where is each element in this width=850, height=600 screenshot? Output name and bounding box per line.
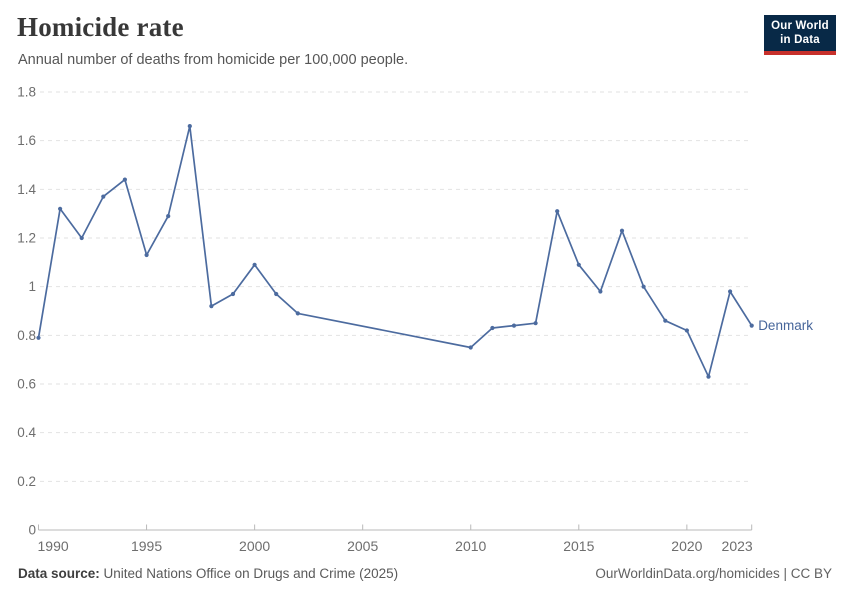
y-axis-tick-label: 0.8 [17,328,36,343]
data-point-2023[interactable] [749,323,754,328]
data-point-2012[interactable] [511,323,517,328]
x-axis-tick-label: 1995 [131,538,162,554]
data-point-2019[interactable] [663,318,668,323]
x-axis-tick-label: 2005 [347,538,378,554]
y-axis-tick-label: 1 [28,279,36,294]
data-point-2021[interactable] [706,374,711,379]
y-axis-tick-label: 1.4 [17,182,36,197]
data-source-line[interactable]: Data source: United Nations Office on Dr… [18,566,398,581]
data-point-1993[interactable] [101,194,106,199]
owid-logo[interactable]: Our World in Data [764,15,836,55]
data-point-1995[interactable] [144,252,149,258]
y-axis-tick-label: 1.6 [17,133,36,148]
x-axis-tick-label: 2015 [563,538,594,554]
x-axis-tick-label: 2023 [722,538,753,554]
x-axis-tick-label: 2010 [455,538,486,554]
data-source-text: United Nations Office on Drugs and Crime… [99,566,399,581]
data-point-2014[interactable] [555,209,560,214]
series-end-label-denmark[interactable]: Denmark [758,318,813,333]
data-point-1997[interactable] [187,124,192,129]
data-point-2002[interactable] [295,311,300,316]
data-point-1991[interactable] [58,206,63,211]
y-axis-tick-label: 0.2 [17,474,36,489]
data-point-1990[interactable] [36,335,41,340]
data-point-1996[interactable] [166,214,171,219]
data-point-1999[interactable] [230,291,236,297]
y-axis-tick-label: 1.2 [17,231,36,246]
page-title: Homicide rate [17,12,184,42]
data-point-2015[interactable] [576,262,581,267]
chart-footer: Data source: United Nations Office on Dr… [18,566,832,581]
data-point-1992[interactable] [79,235,84,241]
y-axis-tick-label: 1.8 [17,85,36,100]
y-axis-tick-label: 0.6 [17,377,36,392]
data-point-2017[interactable] [619,228,625,233]
owid-logo-line1: Our World [771,20,829,32]
data-point-2018[interactable] [641,284,646,289]
footer-citation-link[interactable]: OurWorldinData.org/homicides | CC BY [595,566,832,581]
x-axis-tick-label: 1990 [38,538,69,554]
x-axis-tick-label: 2020 [671,538,702,554]
y-axis-tick-label: 0 [28,523,36,538]
chart-subtitle: Annual number of deaths from homicide pe… [18,52,409,68]
x-axis-tick-label: 2000 [239,538,270,554]
data-point-2016[interactable] [598,289,603,294]
data-point-2010[interactable] [468,345,473,350]
series-line-denmark[interactable] [37,125,753,378]
data-source-label: Data source: [18,566,100,581]
data-point-2013[interactable] [533,321,538,326]
data-point-2000[interactable] [252,262,257,267]
data-point-1994[interactable] [122,177,127,182]
data-point-2022[interactable] [728,289,733,294]
data-point-2011[interactable] [490,325,495,331]
data-point-1998[interactable] [209,304,214,309]
data-point-2001[interactable] [274,291,279,297]
data-point-2020[interactable] [684,328,690,333]
owid-logo-line2: in Data [780,34,820,47]
y-axis-tick-label: 0.4 [17,425,36,440]
